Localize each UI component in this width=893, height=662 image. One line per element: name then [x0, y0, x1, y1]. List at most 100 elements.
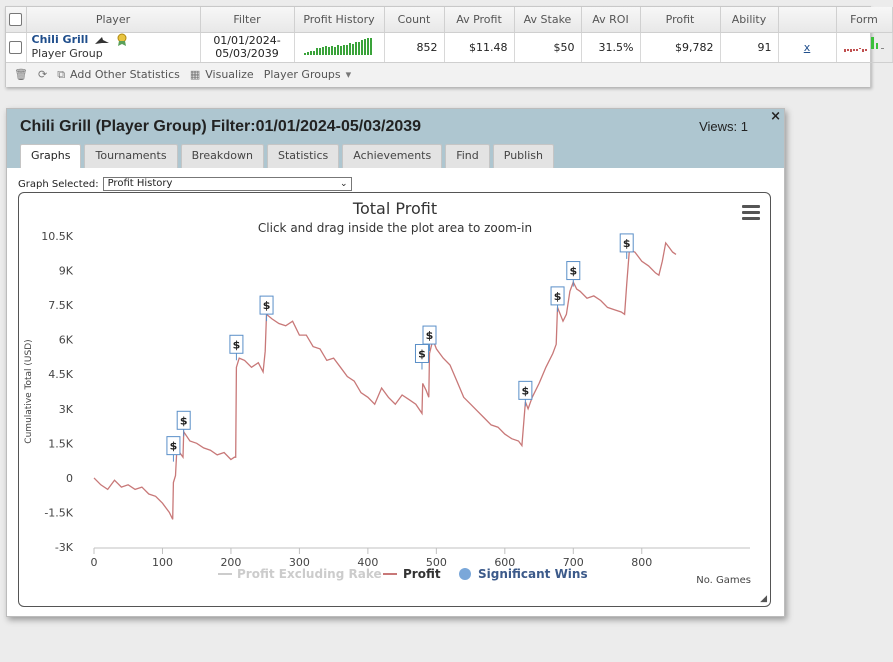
x-tick-label: 600 — [494, 556, 515, 569]
tab-tournaments[interactable]: Tournaments — [84, 144, 178, 168]
marker-label: $ — [569, 265, 577, 278]
graph-select[interactable]: Profit History ⌄ — [102, 177, 352, 191]
chart-subtitle: Click and drag inside the plot area to z… — [258, 221, 532, 235]
form-sparkline-cell[interactable] — [836, 32, 893, 63]
column-header-form[interactable]: Form — [836, 7, 893, 33]
y-tick-label: 9K — [59, 265, 74, 278]
form-sparkline[interactable] — [842, 35, 886, 57]
column-header-av-profit[interactable]: Av Profit — [444, 7, 515, 33]
chart-menu-icon[interactable] — [742, 205, 760, 223]
count-cell: 852 — [384, 32, 445, 63]
x-tick-label: 400 — [357, 556, 378, 569]
row-checkbox[interactable] — [9, 40, 23, 54]
chart-title: Total Profit — [352, 199, 437, 218]
refresh-icon: ⟳ — [37, 68, 48, 81]
marker-flag — [422, 325, 437, 345]
x-tick-label: 500 — [426, 556, 447, 569]
player-name-link[interactable]: Chili Grill — [31, 33, 89, 46]
table-row: Chili Grill Player Group 01/01/2024- 05/… — [6, 32, 893, 63]
y-tick-label: 7.5K — [48, 299, 73, 312]
legend-wins-label: Significant Wins — [478, 567, 588, 581]
marker-flag — [566, 261, 581, 281]
close-icon[interactable]: × — [770, 109, 781, 124]
tab-find[interactable]: Find — [445, 144, 490, 168]
column-header-count[interactable]: Count — [384, 7, 445, 33]
significant-win-marker[interactable]: $ — [414, 343, 429, 370]
award-badge-icon — [117, 33, 127, 46]
player-type: Player Group — [31, 47, 103, 60]
y-tick-label: -3K — [55, 541, 74, 554]
tab-publish[interactable]: Publish — [492, 144, 554, 168]
x-tick-label: 0 — [91, 556, 98, 569]
link-cell: x — [778, 32, 837, 63]
marker-label: $ — [522, 384, 530, 397]
profit-history-sparkline-cell[interactable] — [294, 32, 385, 63]
trash-icon: 🗑 — [14, 68, 28, 81]
marker-label: $ — [426, 329, 434, 342]
column-header-player[interactable]: Player — [26, 7, 201, 33]
column-header-profit-history[interactable]: Profit History — [294, 7, 385, 33]
significant-win-marker[interactable]: $ — [550, 286, 565, 312]
significant-win-marker[interactable]: $ — [166, 436, 181, 462]
resize-handle-icon[interactable]: ◢ — [760, 594, 767, 604]
x-tick-label: 100 — [152, 556, 173, 569]
player-group-panel: Chili Grill (Player Group) Filter:01/01/… — [6, 108, 785, 617]
add-other-statistics-button[interactable]: ⧉ Add Other Statistics — [57, 68, 180, 82]
panel-title: Chili Grill (Player Group) Filter:01/01/… — [20, 118, 422, 135]
ability-cell: 91 — [720, 32, 779, 63]
legend-excl-rake-label: Profit Excluding Rake — [237, 567, 382, 581]
significant-win-marker[interactable]: $ — [229, 334, 244, 361]
shark-icon — [95, 37, 110, 44]
y-tick-label: 4.5K — [48, 368, 73, 381]
select-all-cell[interactable] — [6, 7, 27, 33]
marker-flag — [166, 436, 181, 456]
tab-statistics[interactable]: Statistics — [266, 144, 340, 168]
row-select-cell[interactable] — [6, 32, 27, 63]
delete-button[interactable]: 🗑 — [14, 68, 28, 81]
tab-breakdown[interactable]: Breakdown — [180, 144, 264, 168]
table-toolbar: 🗑 ⟳ ⧉ Add Other Statistics ▦ Visualize P… — [6, 62, 870, 87]
profit-series-line — [93, 241, 677, 520]
visualize-button[interactable]: ▦ Visualize — [190, 68, 254, 81]
tab-graphs[interactable]: Graphs — [20, 144, 82, 168]
significant-win-marker[interactable]: $ — [566, 261, 581, 287]
row-link[interactable]: x — [803, 40, 811, 54]
refresh-button[interactable]: ⟳ — [38, 68, 47, 81]
marker-label: $ — [623, 237, 631, 250]
select-all-checkbox[interactable] — [9, 13, 23, 26]
x-tick-label: 300 — [289, 556, 310, 569]
panel-tabs: Graphs Tournaments Breakdown Statistics … — [20, 144, 554, 168]
profit-chart[interactable]: Total Profit Click and drag inside the pl… — [19, 193, 770, 606]
significant-win-marker[interactable]: $ — [176, 410, 191, 437]
views-count: Views: 1 — [699, 119, 748, 134]
chart-container[interactable]: Total Profit Click and drag inside the pl… — [18, 192, 771, 607]
significant-win-marker[interactable]: $ — [422, 325, 437, 352]
marker-label: $ — [170, 440, 178, 453]
marker-flag — [176, 410, 191, 430]
marker-label: $ — [418, 347, 426, 360]
copy-icon: ⧉ — [57, 67, 66, 81]
column-header-filter[interactable]: Filter — [200, 7, 295, 33]
profit-cell: $9,782 — [640, 32, 721, 63]
y-tick-label: 0 — [66, 472, 73, 485]
legend-wins-swatch — [459, 568, 471, 580]
column-header-profit[interactable]: Profit — [640, 7, 721, 33]
profit-history-sparkline[interactable] — [302, 36, 376, 56]
significant-win-marker[interactable]: $ — [619, 233, 634, 259]
y-tick-label: 3K — [59, 403, 74, 416]
filter-end: 05/03/2039 — [215, 47, 279, 60]
x-tick-label: 800 — [631, 556, 652, 569]
marker-flag — [259, 295, 274, 315]
player-groups-label: Player Groups — [263, 68, 341, 81]
av-profit-cell: $11.48 — [444, 32, 515, 63]
tab-achievements[interactable]: Achievements — [342, 144, 443, 168]
marker-label: $ — [263, 299, 271, 312]
column-header-av-stake[interactable]: Av Stake — [514, 7, 582, 33]
significant-win-marker[interactable]: $ — [518, 380, 533, 407]
column-header-av-roi[interactable]: Av ROI — [581, 7, 641, 33]
column-header-ability[interactable]: Ability — [720, 7, 779, 33]
column-header-blank — [778, 7, 837, 33]
marker-label: $ — [180, 414, 188, 427]
player-groups-dropdown[interactable]: Player Groups ▾ — [264, 68, 351, 81]
significant-win-marker[interactable]: $ — [259, 295, 274, 322]
